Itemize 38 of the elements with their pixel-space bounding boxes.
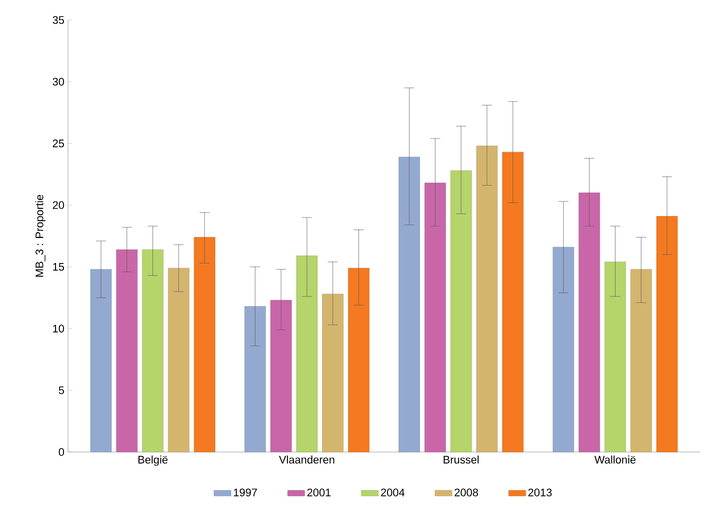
bar — [502, 152, 524, 452]
bar — [194, 237, 216, 452]
y-tick-label: 0 — [58, 448, 64, 456]
bar — [322, 294, 344, 452]
bar — [552, 246, 574, 452]
y-tick-label: 15 — [53, 263, 64, 271]
y-tick-label: 5 — [58, 386, 64, 394]
legend-label: 2008 — [454, 488, 478, 496]
legend-label: 2001 — [307, 488, 331, 496]
y-tick-label: 30 — [52, 78, 64, 86]
bar — [168, 268, 190, 452]
bar — [578, 192, 600, 452]
bar — [604, 262, 626, 452]
y-tick-label: 25 — [52, 140, 64, 148]
legend-label: 2004 — [381, 488, 405, 496]
x-tick-label: Wallonië — [594, 456, 636, 464]
x-tick-label: Vlaanderen — [278, 456, 334, 464]
bar — [656, 216, 678, 452]
legend-label: 2013 — [528, 488, 552, 496]
y-tick-label: 10 — [53, 324, 64, 332]
y-tick-label: 20 — [52, 201, 64, 210]
bar — [450, 170, 472, 452]
bar — [116, 249, 138, 452]
bar — [348, 268, 370, 452]
bar — [424, 182, 446, 452]
bar — [630, 269, 652, 452]
bar — [270, 300, 292, 452]
bar — [398, 156, 420, 452]
bar — [142, 249, 164, 452]
x-tick-label: België — [138, 456, 168, 466]
bar — [296, 256, 318, 452]
x-tick-label: Brussel — [444, 456, 479, 464]
legend-label: 1997 — [234, 488, 257, 496]
bar — [476, 146, 498, 452]
bar — [244, 306, 266, 452]
bar — [90, 269, 112, 452]
y-axis-title: MB_3 : Proportie — [35, 194, 46, 277]
y-tick-label: 35 — [52, 16, 64, 24]
